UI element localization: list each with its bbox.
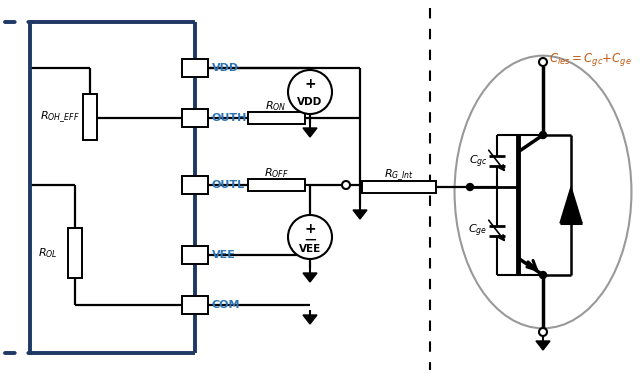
Bar [182, 246, 208, 264]
Text: COM: COM [212, 300, 241, 310]
Text: $R_{ON}$: $R_{ON}$ [265, 99, 287, 113]
Text: $R_{OFF}$: $R_{OFF}$ [264, 166, 288, 180]
Text: $R_{OH\_EFF}$: $R_{OH\_EFF}$ [40, 109, 80, 125]
Circle shape [539, 58, 547, 66]
Text: $R_{G\_Int}$: $R_{G\_Int}$ [384, 167, 414, 183]
Bar [362, 181, 436, 193]
Bar [68, 228, 82, 278]
Text: +: + [304, 77, 316, 91]
Circle shape [539, 328, 547, 336]
Bar [182, 109, 208, 127]
Circle shape [288, 70, 332, 114]
Text: OUTL: OUTL [212, 180, 245, 190]
Ellipse shape [455, 56, 632, 328]
Text: $R_{OL}$: $R_{OL}$ [38, 246, 58, 260]
Polygon shape [303, 315, 317, 324]
Bar [248, 179, 305, 191]
Bar [83, 94, 97, 140]
Polygon shape [353, 210, 367, 219]
Circle shape [539, 271, 546, 279]
Circle shape [467, 183, 474, 191]
Text: VDD: VDD [212, 63, 239, 73]
Bar [248, 112, 305, 124]
Bar [182, 59, 208, 77]
Text: −: − [303, 231, 317, 249]
Text: +: + [304, 222, 316, 236]
Polygon shape [536, 341, 550, 350]
Text: VEE: VEE [212, 250, 236, 260]
Text: $C_{gc}$: $C_{gc}$ [469, 154, 487, 170]
Circle shape [288, 215, 332, 259]
Text: VDD: VDD [297, 97, 323, 107]
Text: $C_{ge}$: $C_{ge}$ [469, 223, 487, 239]
Polygon shape [560, 187, 582, 223]
Circle shape [342, 181, 350, 189]
Polygon shape [303, 128, 317, 137]
Circle shape [539, 132, 546, 138]
Text: OUTH: OUTH [212, 113, 247, 123]
Bar [182, 176, 208, 194]
Bar [182, 296, 208, 314]
Text: VEE: VEE [299, 244, 321, 254]
Polygon shape [303, 273, 317, 282]
Text: $C_{ies}$$=$$C_{gc}$$+$$C_{ge}$: $C_{ies}$$=$$C_{gc}$$+$$C_{ge}$ [548, 52, 632, 69]
